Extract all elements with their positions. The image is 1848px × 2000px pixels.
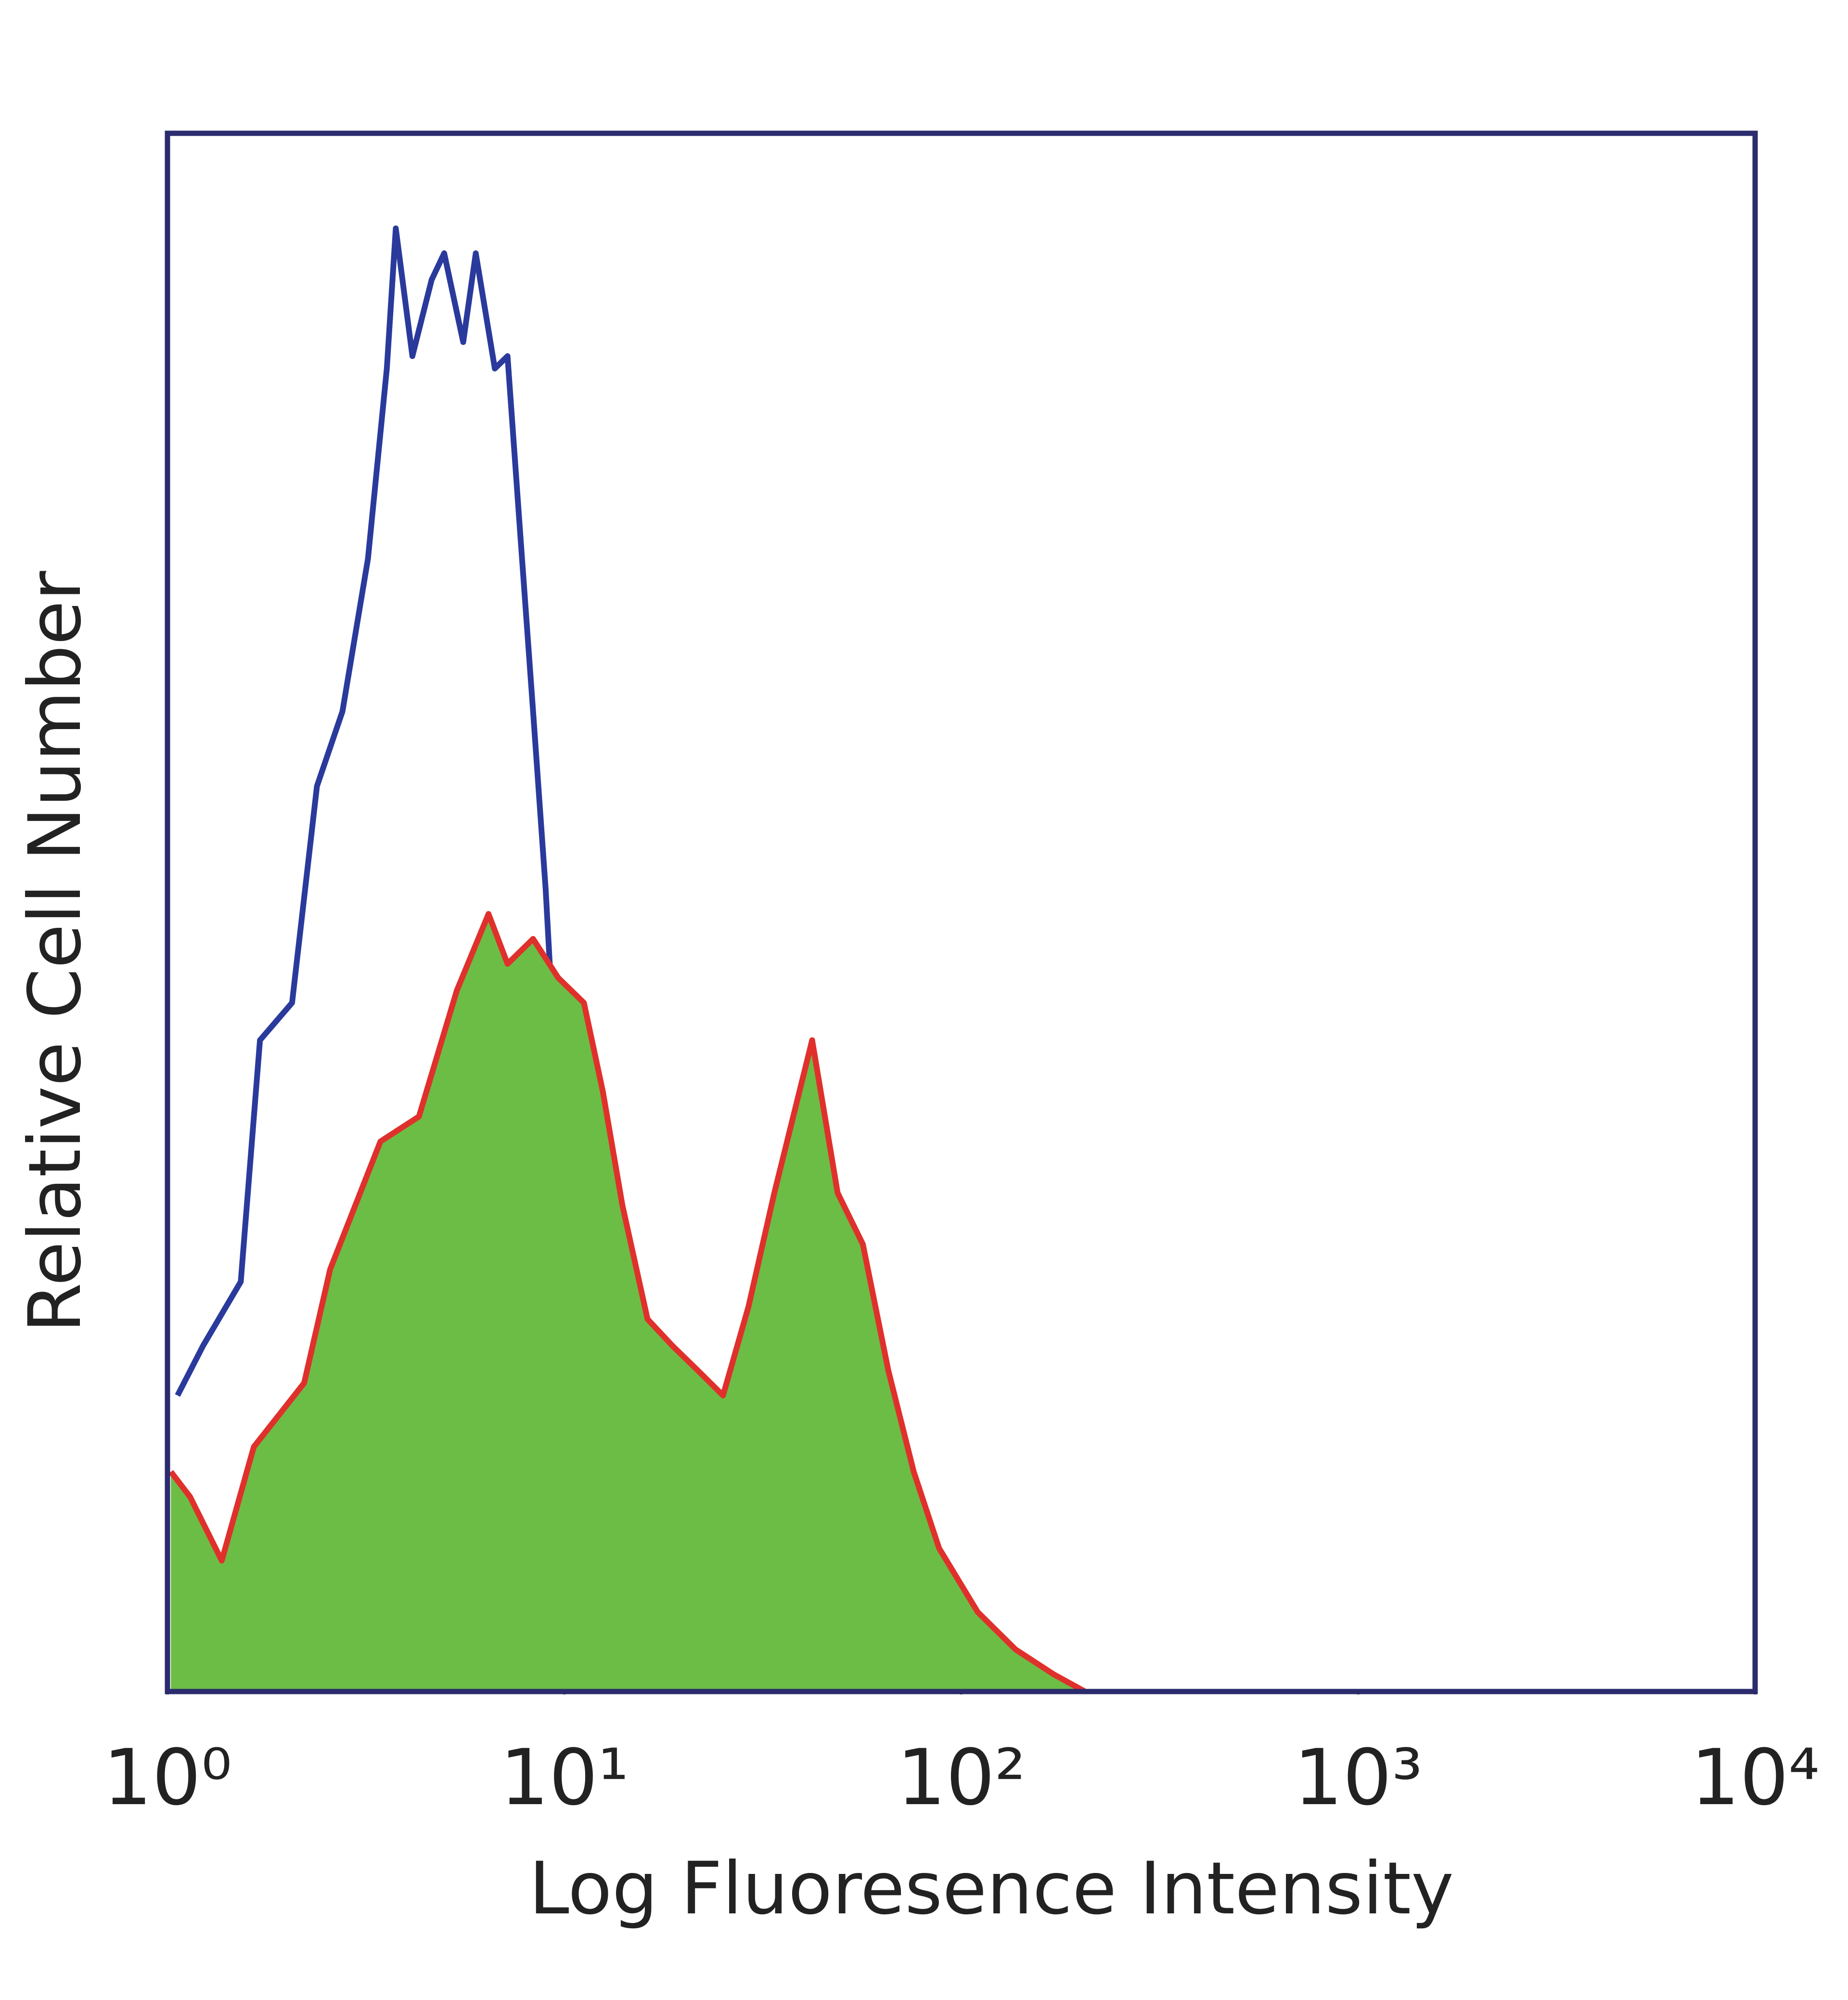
line: [168, 911, 1087, 1694]
x-tick-label: 10³: [1294, 1732, 1423, 1822]
x-tick-label: 10⁰: [103, 1732, 232, 1822]
x-tick-label: 10⁴: [1691, 1732, 1820, 1822]
x-axis-label: Log Fluoresence Intensity: [529, 1847, 1454, 1931]
y-axis-label: Relative Cell Number: [13, 571, 97, 1333]
x-tick-label: 10²: [897, 1732, 1026, 1822]
area: [171, 914, 1085, 1692]
x-tick-label: 10¹: [500, 1732, 629, 1822]
